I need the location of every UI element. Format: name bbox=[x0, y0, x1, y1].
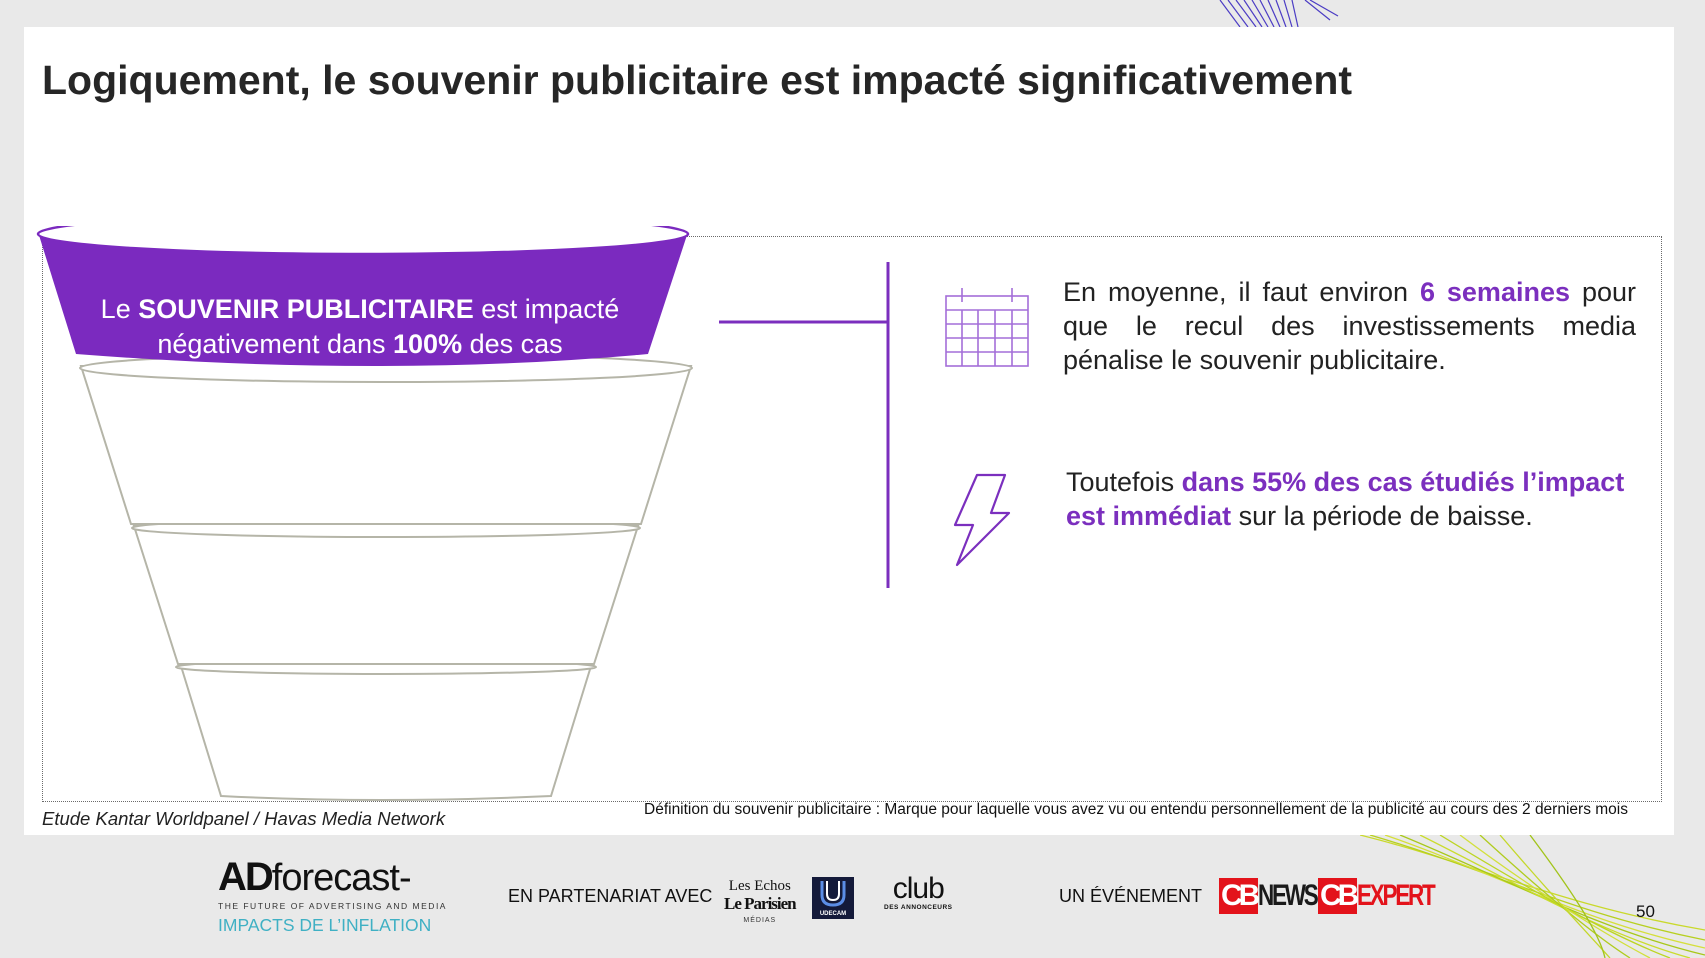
definition-note: Définition du souvenir publicitaire : Ma… bbox=[644, 801, 1628, 818]
cbexpert-cb: CB bbox=[1318, 878, 1359, 914]
insight-1-highlight: 6 semaines bbox=[1419, 277, 1570, 307]
funnel-text-after: des cas bbox=[462, 329, 563, 359]
funnel-tier-3 bbox=[132, 525, 640, 665]
cbnews-word: NEWS bbox=[1258, 879, 1319, 912]
partnership-label: EN PARTENARIAT AVEC bbox=[508, 886, 713, 906]
insight-1-text-after: pour que le recul des investissements me… bbox=[1063, 277, 1636, 375]
lightning-icon bbox=[953, 473, 1011, 567]
content-frame bbox=[42, 236, 1662, 802]
club-annonceurs-logo: club DES ANNONCEURS bbox=[884, 872, 953, 912]
slide-title: Logiquement, le souvenir publicitaire es… bbox=[42, 57, 1353, 103]
udecam-label: UDECAM bbox=[819, 911, 847, 917]
page-number: 50 bbox=[1636, 902, 1655, 921]
cbnews-logo: CBNEWS bbox=[1219, 878, 1336, 914]
cbexpert-word: EXPERT bbox=[1357, 879, 1436, 912]
logo-tagline: THE FUTURE OF ADVERTISING AND MEDIA bbox=[218, 901, 447, 911]
decorative-lines-top bbox=[1219, 0, 1339, 27]
calendar-icon bbox=[945, 288, 1029, 367]
lesechos-leparisien-logo: Les Echos Le Parisien MÉDIAS bbox=[724, 878, 797, 929]
funnel-tier-2 bbox=[79, 365, 693, 525]
lesechos-line-3: MÉDIAS bbox=[743, 917, 777, 924]
funnel-text-before: Le bbox=[100, 294, 139, 324]
cbexpert-logo: CBEXPERT bbox=[1318, 878, 1459, 914]
udecam-u-icon bbox=[820, 881, 846, 907]
funnel-tier-top bbox=[38, 232, 688, 366]
club-word: club bbox=[892, 872, 945, 905]
lesechos-line-1: Les Echos bbox=[728, 878, 791, 894]
lesechos-line-2: Le Parisien bbox=[724, 894, 797, 913]
cbnews-cb: CB bbox=[1219, 878, 1260, 914]
source-note: Etude Kantar Worldpanel / Havas Media Ne… bbox=[42, 808, 446, 829]
club-subtitle: DES ANNONCEURS bbox=[884, 904, 953, 911]
funnel-tier-4 bbox=[179, 665, 593, 801]
logo-ad: AD bbox=[218, 855, 274, 899]
udecam-logo: UDECAM bbox=[812, 877, 854, 919]
insight-2-text-after: sur la période de baisse. bbox=[1231, 501, 1533, 531]
funnel-top-rim bbox=[36, 226, 690, 256]
funnel-text-bold-2: 100% bbox=[393, 329, 463, 359]
insight-paragraph-2: Toutefois dans 55% des cas étudiés l’imp… bbox=[1066, 465, 1626, 533]
funnel-top-text: Le SOUVENIR PUBLICITAIRE est impacté nég… bbox=[90, 292, 630, 362]
logo-forecast: forecast- bbox=[271, 857, 412, 899]
funnel-text-bold-1: SOUVENIR PUBLICITAIRE bbox=[138, 294, 474, 324]
logo-subtitle: IMPACTS DE L’INFLATION bbox=[218, 915, 432, 935]
decorative-lines-bottom bbox=[1360, 835, 1705, 958]
insight-paragraph-1: En moyenne, il faut environ 6 semaines p… bbox=[1063, 275, 1636, 377]
event-label: UN ÉVÉNEMENT bbox=[1059, 886, 1203, 906]
insight-2-text-before: Toutefois bbox=[1066, 467, 1182, 497]
insight-1-text-before: En moyenne, il faut environ bbox=[1063, 277, 1420, 307]
insight-2-highlight: dans 55% des cas étudiés l’impact est im… bbox=[1066, 467, 1625, 531]
funnel-text-mid: est impacté négativement dans bbox=[157, 294, 620, 359]
adforecast-logo: ADforecast- THE FUTURE OF ADVERTISING AN… bbox=[218, 855, 447, 936]
funnel-diagram bbox=[36, 226, 693, 801]
